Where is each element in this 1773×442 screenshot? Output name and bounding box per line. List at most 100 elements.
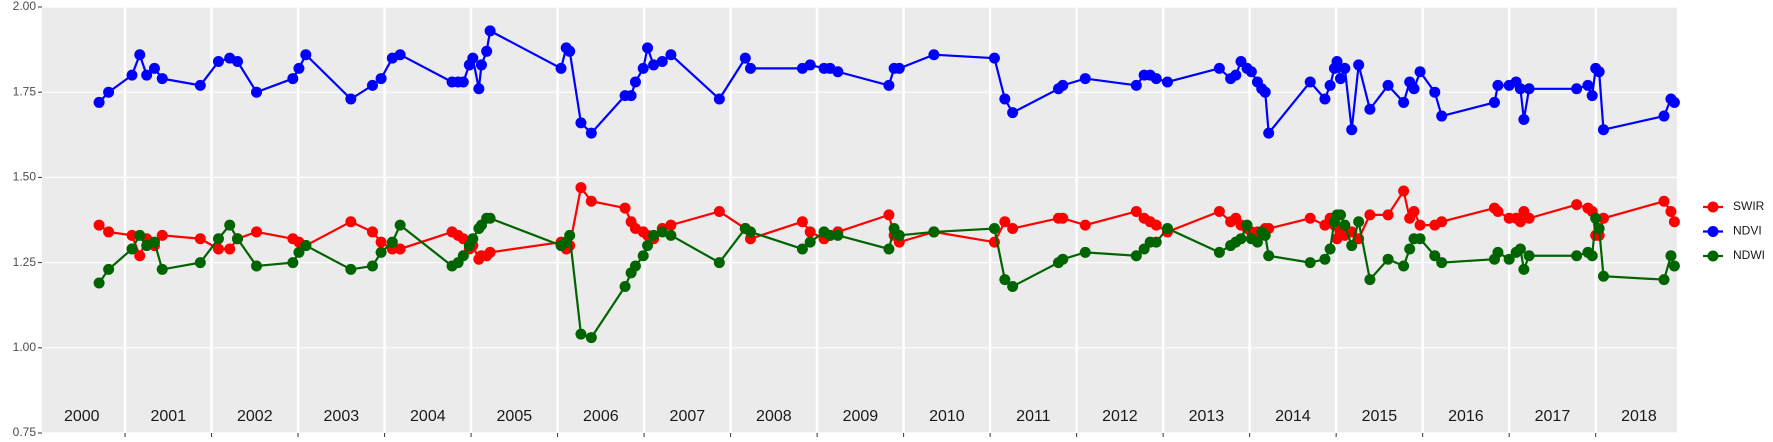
data-point [1597, 124, 1609, 136]
data-point [1057, 212, 1069, 224]
data-point [1382, 253, 1394, 265]
data-point [1518, 263, 1530, 275]
data-point [1259, 86, 1271, 98]
data-point [1213, 246, 1225, 258]
data-point [656, 226, 668, 238]
data-point [1586, 90, 1598, 102]
data-point [1503, 253, 1515, 265]
data-point [648, 229, 660, 241]
year-label: 2007 [670, 408, 706, 425]
data-point [1597, 270, 1609, 282]
legend-marker [1707, 226, 1719, 237]
data-point [1665, 205, 1677, 217]
data-point [1582, 79, 1594, 91]
data-point [1161, 76, 1173, 88]
data-point [1130, 79, 1142, 91]
data-point [1150, 219, 1162, 231]
data-point [345, 93, 357, 105]
data-point [1492, 246, 1504, 258]
data-point [1429, 86, 1441, 98]
data-point [148, 236, 160, 248]
data-point [1492, 79, 1504, 91]
data-point [1492, 205, 1504, 217]
data-point [883, 243, 895, 255]
data-point [293, 62, 305, 74]
data-point [1007, 107, 1019, 119]
data-point [194, 257, 206, 269]
data-point [804, 226, 816, 238]
data-point [1079, 219, 1091, 231]
legend-marker [1707, 250, 1719, 262]
data-point [832, 66, 844, 78]
data-point [1319, 93, 1331, 105]
data-point [156, 263, 168, 275]
data-point [126, 69, 138, 81]
data-point [564, 45, 576, 57]
data-point [1007, 280, 1019, 292]
data-point [126, 243, 138, 255]
data-point [1398, 185, 1410, 197]
data-point [999, 93, 1011, 105]
data-point [93, 219, 105, 231]
year-label: 2001 [151, 408, 187, 425]
data-point [467, 52, 479, 64]
data-point [1130, 250, 1142, 262]
data-point [300, 49, 312, 61]
data-point [629, 260, 641, 272]
data-point [656, 56, 668, 68]
data-point [1429, 250, 1441, 262]
data-point [832, 229, 844, 241]
data-point [103, 86, 115, 98]
data-point [665, 49, 677, 61]
data-point [1408, 205, 1420, 217]
data-point [134, 229, 146, 241]
data-point [212, 243, 224, 255]
data-point [1213, 205, 1225, 217]
legend-label: SWIR [1733, 199, 1765, 213]
data-point [1334, 73, 1346, 85]
data-point [745, 62, 756, 74]
data-point [1364, 103, 1376, 115]
data-point [642, 240, 654, 252]
data-point [1304, 76, 1316, 88]
data-point [1571, 250, 1583, 262]
data-point [232, 233, 244, 245]
y-tick-label: 1.00 [13, 340, 37, 354]
data-point [1436, 257, 1448, 269]
data-point [1364, 274, 1376, 286]
data-point [883, 209, 895, 221]
data-point [893, 229, 905, 241]
year-label: 2011 [1016, 408, 1051, 425]
data-point [1665, 250, 1677, 262]
data-point [1079, 246, 1091, 258]
data-point [619, 202, 631, 214]
year-label: 2015 [1362, 408, 1398, 425]
data-point [928, 226, 940, 238]
year-label: 2008 [756, 408, 792, 425]
data-point [375, 246, 387, 258]
data-point [251, 86, 263, 98]
data-point [988, 52, 1000, 64]
plot-panel [42, 7, 1677, 433]
data-point [366, 226, 378, 238]
data-point [1259, 229, 1271, 241]
data-point [619, 280, 631, 292]
data-point [134, 49, 146, 61]
data-point [585, 127, 597, 139]
year-label: 2012 [1102, 408, 1138, 425]
data-point [713, 257, 725, 269]
data-point [1398, 96, 1410, 108]
data-point [386, 236, 398, 248]
data-point [1523, 250, 1535, 262]
data-point [212, 233, 224, 245]
data-point [642, 42, 654, 54]
data-point [745, 226, 756, 238]
data-point [366, 260, 378, 272]
data-point [394, 219, 406, 231]
data-point [1668, 260, 1680, 272]
data-point [1230, 69, 1242, 81]
data-point [1658, 274, 1670, 286]
data-point [1414, 66, 1426, 78]
data-point [156, 229, 168, 241]
data-point [1324, 243, 1336, 255]
